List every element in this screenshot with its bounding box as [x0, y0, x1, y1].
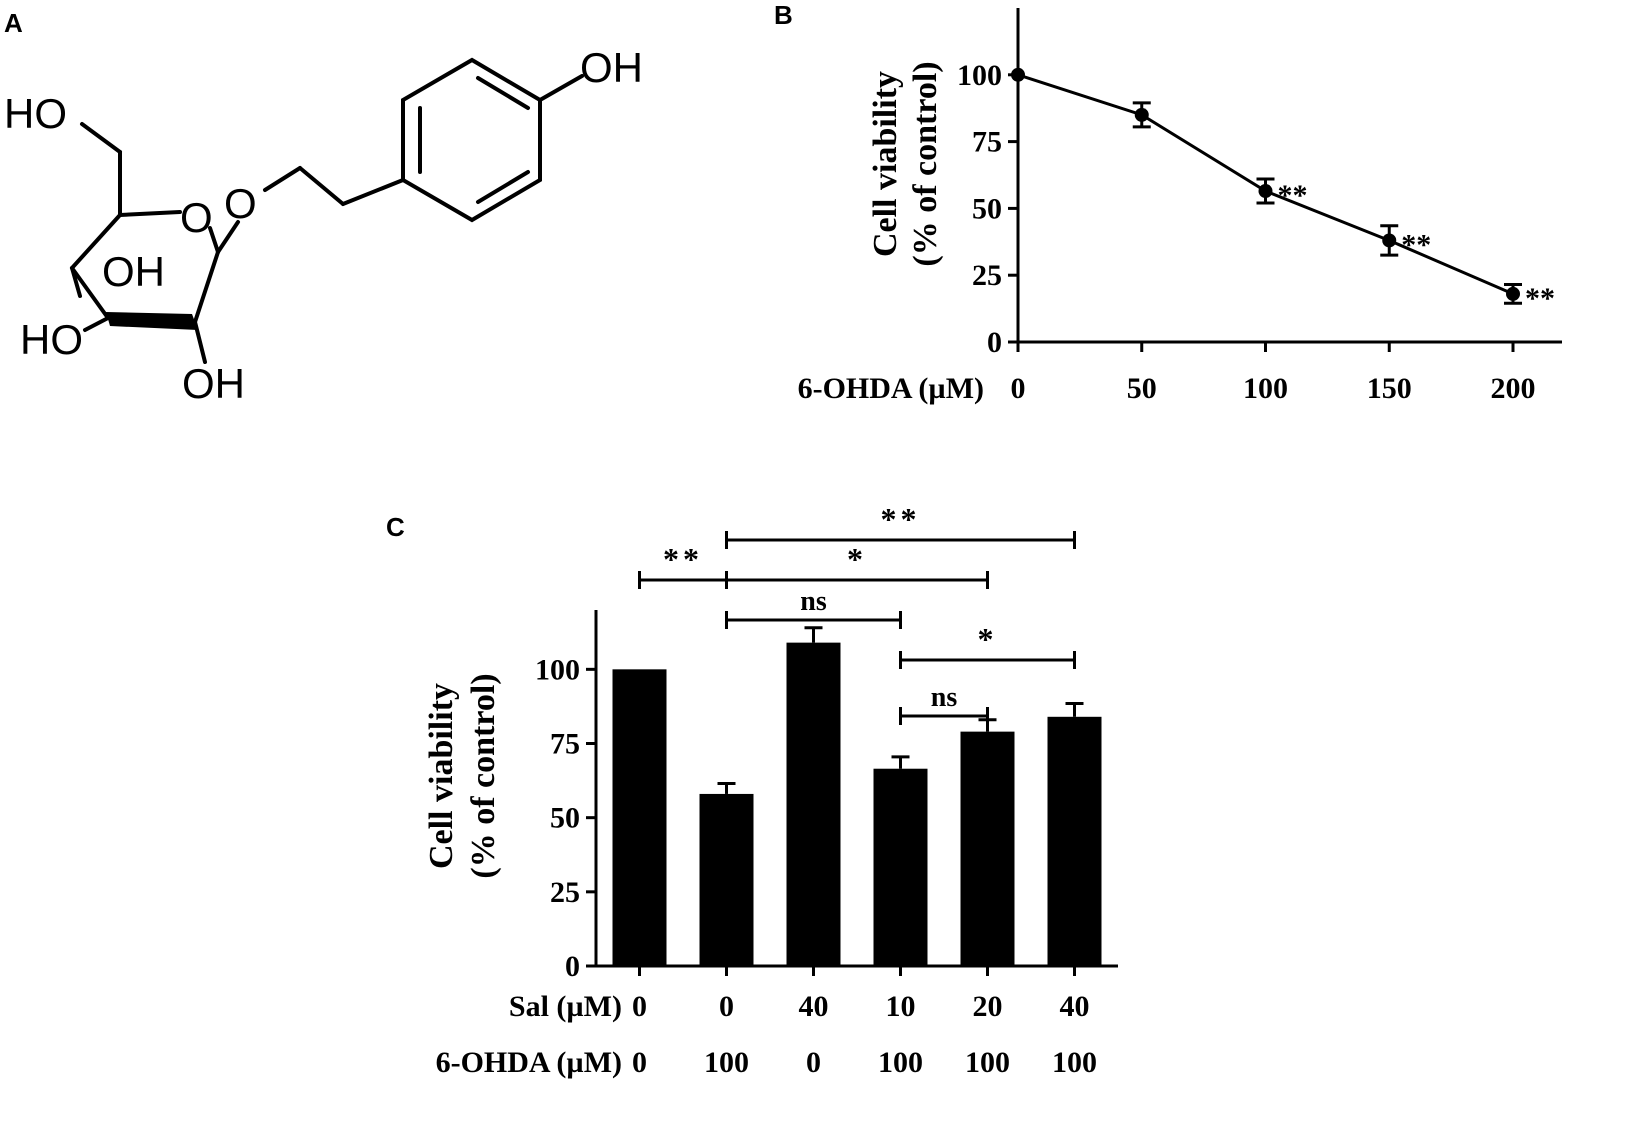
- x-axis-label: 6-OHDA (µM): [798, 372, 984, 405]
- pyranose-bond: [193, 250, 220, 324]
- panel-b: B Cell viability (% of control) 0 25 50 75 1…: [774, 0, 1562, 405]
- panel-label-b: B: [774, 0, 793, 30]
- sal-dose-label: 0: [719, 990, 734, 1023]
- significance-marker: **: [1278, 179, 1308, 212]
- benzene-ring: [401, 57, 542, 223]
- atom-label: HO: [4, 90, 67, 137]
- y-tick-label: 50: [550, 802, 580, 835]
- panel-c: C Cell viability (% of control) 0 25 50 75 1…: [386, 501, 1118, 1079]
- linker-bond: [263, 166, 302, 192]
- sal-dose-label: 0: [632, 990, 647, 1023]
- x-tick-label: 150: [1367, 372, 1412, 405]
- significance-marker: *: [978, 621, 998, 657]
- sal-dose-label: 40: [799, 990, 829, 1023]
- y-tick-label: 75: [550, 728, 580, 761]
- atom-label: OH: [580, 44, 643, 91]
- y-tick-label: 0: [565, 950, 580, 983]
- significance-marker: **: [881, 501, 921, 537]
- atom-label: OH: [102, 248, 165, 295]
- data-point: [1011, 67, 1025, 82]
- panel-a: A OH HO: [4, 8, 643, 407]
- hydroxyl-bond: [70, 266, 82, 298]
- x-tick-label: 50: [1127, 372, 1157, 405]
- benzene-inner-bond: [476, 170, 530, 204]
- y-tick-label: 0: [987, 326, 1002, 359]
- atom-label: O: [224, 180, 257, 227]
- panel-label-c: C: [386, 512, 405, 542]
- hydroxymethyl-bond: [80, 122, 122, 154]
- ohda-dose-label: 100: [965, 1046, 1010, 1079]
- x-tick-label: 0: [1011, 372, 1026, 405]
- data-point: [1258, 184, 1273, 199]
- ohda-dose-label: 0: [806, 1046, 821, 1079]
- linker-bond: [341, 178, 405, 206]
- chart-b: 0 25 50 75 100 0 50 100 150 200 6-OHDA (µM) ** ** **: [798, 8, 1562, 405]
- bar: [1047, 716, 1102, 966]
- chart-c-ylabel: Cell viability (% of control): [423, 673, 502, 878]
- y-tick-label: 75: [972, 126, 1002, 159]
- ohda-dose-label: 100: [1052, 1046, 1097, 1079]
- sal-row-label: Sal (µM): [509, 990, 622, 1023]
- data-point: [1134, 107, 1149, 122]
- significance-marker: **: [1401, 228, 1431, 261]
- chart-b-ylabel-line1: Cell viability: [867, 71, 904, 257]
- x-tick-label: 100: [1243, 372, 1288, 405]
- x-tick-label: 200: [1491, 372, 1536, 405]
- chart-b-ylabel-line2: (% of control): [907, 61, 944, 266]
- atom-label: OH: [182, 360, 245, 407]
- bar: [960, 731, 1015, 966]
- chart-c-ylabel-line2: (% of control): [465, 673, 502, 878]
- chart-c-ylabel-line1: Cell viability: [423, 683, 460, 869]
- sal-dose-label: 40: [1060, 990, 1090, 1023]
- pyranose-bond: [118, 210, 182, 217]
- significance-marker: ns: [931, 682, 958, 713]
- chart-b-ylabel: Cell viability (% of control): [867, 61, 944, 266]
- ohda-row-label: 6-OHDA (µM): [436, 1046, 622, 1079]
- y-tick-label: 100: [957, 59, 1002, 92]
- salidroside-structure: [70, 57, 584, 364]
- phenol-bond: [538, 74, 584, 102]
- significance-marker: ns: [800, 586, 827, 617]
- panel-label-a: A: [4, 8, 23, 38]
- glycosidic-bond: [216, 220, 240, 254]
- atom-label: O: [180, 194, 213, 241]
- y-tick-label: 25: [972, 259, 1002, 292]
- ohda-dose-label: 100: [704, 1046, 749, 1079]
- y-tick-label: 25: [550, 876, 580, 909]
- linker-bond: [298, 166, 345, 206]
- bar: [873, 768, 928, 966]
- atom-labels: OH HO O O OH HO OH: [4, 44, 643, 407]
- data-point: [1382, 233, 1397, 248]
- significance-marker: **: [663, 541, 703, 577]
- pyranose-bond: [208, 226, 220, 254]
- hydroxyl-bond: [83, 316, 110, 332]
- wedge-bond: [106, 312, 198, 330]
- significance-marker: *: [847, 541, 867, 577]
- ohda-dose-label: 100: [878, 1046, 923, 1079]
- pyranose-bond: [70, 266, 110, 320]
- sal-dose-label: 20: [973, 990, 1003, 1023]
- y-tick-label: 100: [535, 653, 580, 686]
- y-tick-label: 50: [972, 192, 1002, 225]
- benzene-inner-bond: [476, 76, 530, 110]
- bar: [786, 642, 841, 966]
- significance-marker: **: [1525, 282, 1555, 315]
- chart-c: 0 25 50 75 100 0 0 0 100 40 0 10 100 20 100 40 100 Sal (µ…: [436, 501, 1118, 1079]
- data-point: [1506, 286, 1520, 301]
- bar: [699, 793, 754, 966]
- ohda-dose-label: 0: [632, 1046, 647, 1079]
- pyranose-bond: [70, 213, 122, 270]
- atom-label: HO: [20, 316, 83, 363]
- bar: [612, 669, 667, 966]
- sal-dose-label: 10: [886, 990, 916, 1023]
